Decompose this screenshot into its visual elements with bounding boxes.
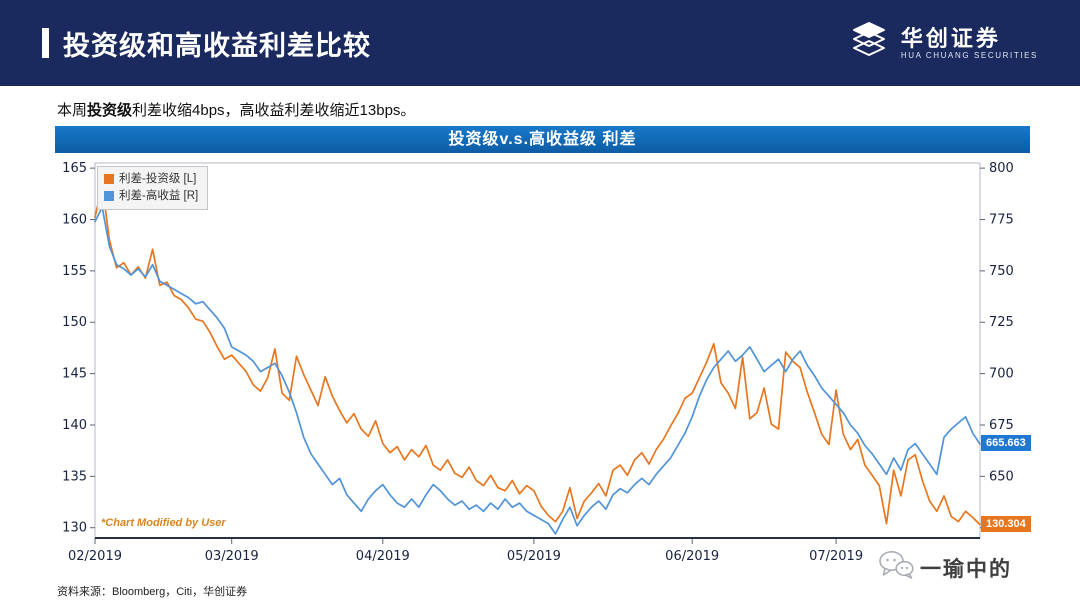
chart-title: 投资级v.s.高收益级 利差 xyxy=(55,126,1030,153)
source-text: 资料来源：Bloomberg，Citi，华创证券 xyxy=(57,586,248,598)
svg-text:135: 135 xyxy=(62,469,87,484)
chart-legend: 利差-投资级 [L] 利差-高收益 [R] xyxy=(97,166,209,211)
svg-text:650: 650 xyxy=(989,469,1014,484)
legend-label-investment-grade: 利差-投资级 [L] xyxy=(119,173,197,185)
summary-bold: 投资级 xyxy=(87,102,133,119)
legend-swatch-blue xyxy=(104,191,114,201)
brand-name-en: HUA CHUANG SECURITIES xyxy=(900,51,1038,61)
svg-text:145: 145 xyxy=(62,367,87,382)
svg-text:675: 675 xyxy=(989,418,1014,433)
svg-text:05/2019: 05/2019 xyxy=(507,549,561,564)
svg-text:150: 150 xyxy=(62,315,87,330)
page-title: 投资级和高收益利差比较 xyxy=(63,30,371,61)
legend-item-investment-grade: 利差-投资级 [L] xyxy=(104,171,198,188)
chart: 投资级v.s.高收益级 利差 130 135 140 145 150 155 160 165 6… xyxy=(55,126,1031,578)
chart-modified-note: *Chart Modified by User xyxy=(101,517,226,529)
brand-text: 华创证券 HUA CHUANG SECURITIES xyxy=(901,26,1038,60)
svg-text:02/2019: 02/2019 xyxy=(68,549,122,564)
legend-swatch-orange xyxy=(104,174,114,185)
svg-text:07/2019: 07/2019 xyxy=(809,549,863,564)
svg-text:130: 130 xyxy=(62,521,87,536)
svg-text:06/2019: 06/2019 xyxy=(665,549,719,564)
svg-text:155: 155 xyxy=(62,264,87,279)
svg-text:03/2019: 03/2019 xyxy=(205,549,259,564)
latest-value-label-investment-grade: 130.304 xyxy=(981,515,1031,532)
latest-value-label-high-yield: 665.663 xyxy=(981,435,1031,452)
watermark: 一瑜中的 xyxy=(868,543,1026,592)
huachuang-logo-icon xyxy=(847,21,891,66)
summary-rest: 利差收缩4bps，高收益利差收缩近13bps。 xyxy=(132,102,416,119)
header: 投资级和高收益利差比较 华创证券 HUA CHUANG SECURITIES xyxy=(0,0,1080,86)
brand-name-cn: 华创证券 xyxy=(900,25,1001,51)
summary-text: 本周投资级利差收缩4bps，高收益利差收缩近13bps。 xyxy=(57,99,1080,120)
svg-text:04/2019: 04/2019 xyxy=(356,549,410,564)
svg-text:750: 750 xyxy=(989,264,1014,279)
svg-text:775: 775 xyxy=(989,213,1014,228)
svg-text:160: 160 xyxy=(62,213,87,228)
title-accent-bar xyxy=(42,28,49,58)
svg-text:800: 800 xyxy=(989,161,1014,176)
svg-text:165: 165 xyxy=(62,161,87,176)
svg-text:140: 140 xyxy=(62,418,87,433)
watermark-text: 一瑜中的 xyxy=(920,557,1012,581)
legend-label-high-yield: 利差-高收益 [R] xyxy=(119,189,199,202)
plot-area: 1301351401451501551601656256506757007257… xyxy=(55,153,1031,578)
summary-prefix: 本周 xyxy=(57,102,88,119)
plot-canvas: 1301351401451501551601656256506757007257… xyxy=(62,161,1014,564)
svg-text:700: 700 xyxy=(989,367,1014,382)
wechat-icon xyxy=(878,550,914,585)
brand: 华创证券 HUA CHUANG SECURITIES xyxy=(847,21,1038,66)
legend-item-high-yield: 利差-高收益 [R] xyxy=(104,188,198,205)
svg-text:725: 725 xyxy=(989,315,1014,330)
